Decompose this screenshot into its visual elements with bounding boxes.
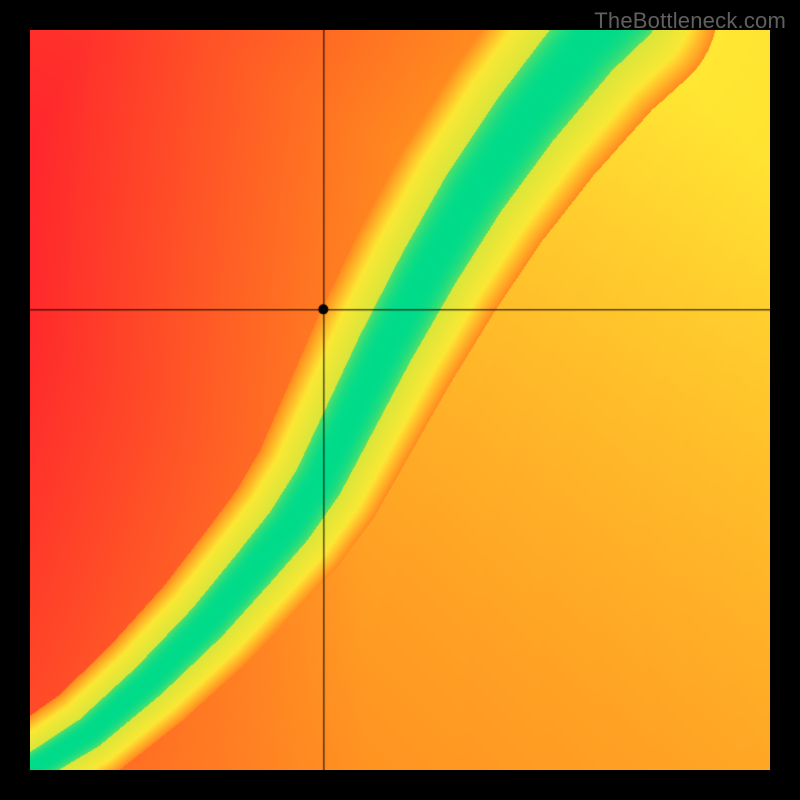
- chart-container: TheBottleneck.com: [0, 0, 800, 800]
- heatmap-canvas: [30, 30, 770, 770]
- heatmap-plot: [30, 30, 770, 770]
